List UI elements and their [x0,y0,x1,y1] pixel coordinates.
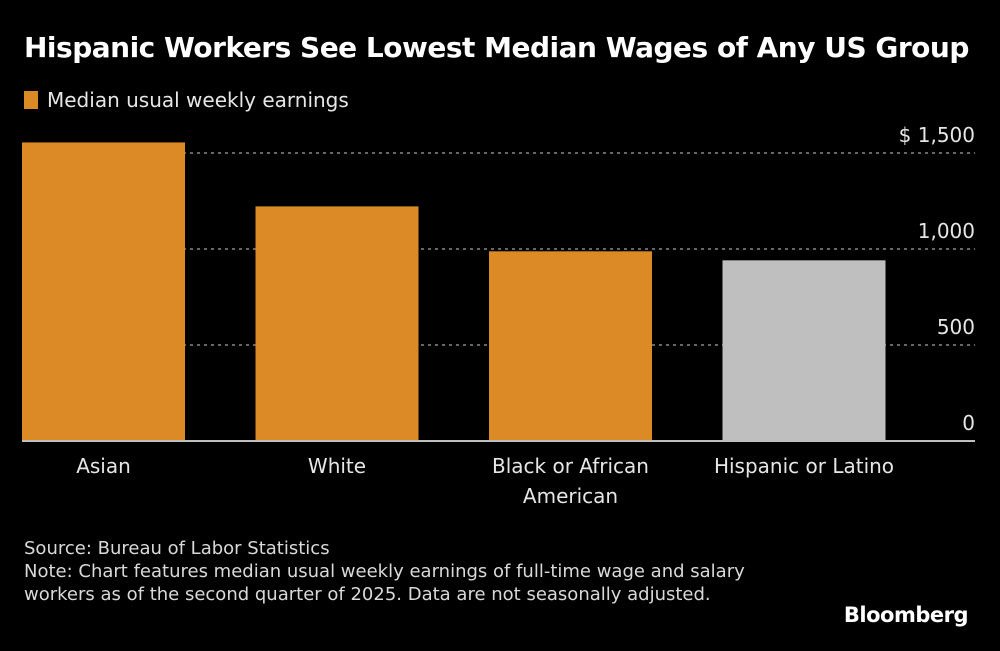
source-text: Source: Bureau of Labor Statistics [24,538,330,559]
bar-hispanic-or-latino [722,260,886,441]
y-tick-label: 1,000 [918,219,975,243]
legend: Median usual weekly earnings [24,88,349,112]
x-tick-label: Asian [76,454,131,478]
x-tick-label: Hispanic or Latino [714,454,894,478]
bar-asian [22,142,185,441]
y-tick-label: $ 1,500 [899,123,975,147]
legend-swatch [24,91,38,109]
x-tick-label: American [523,484,618,508]
x-tick-label: Black or African [492,454,649,478]
chart-title: Hispanic Workers See Lowest Median Wages… [24,31,969,64]
bloomberg-logo: Bloomberg [843,603,969,627]
note-text: Note: Chart features median usual weekly… [24,561,745,605]
y-tick-label: 500 [937,315,975,339]
x-tick-label: White [308,454,366,478]
footer-notes: Source: Bureau of Labor Statistics Note:… [24,537,764,606]
bar-black-or-african-american [489,251,652,441]
y-tick-label: 0 [962,411,975,435]
legend-label: Median usual weekly earnings [47,88,349,112]
bar-white [255,206,419,441]
